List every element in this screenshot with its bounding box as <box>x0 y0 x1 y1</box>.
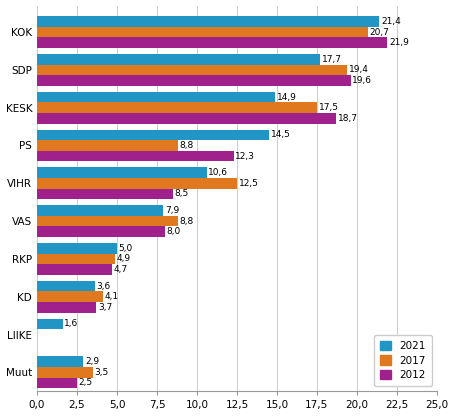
Text: 18,7: 18,7 <box>338 114 358 123</box>
Bar <box>37 167 207 178</box>
Text: 17,5: 17,5 <box>319 103 339 112</box>
Text: 12,3: 12,3 <box>235 151 255 161</box>
Bar <box>37 281 94 292</box>
Text: 8,8: 8,8 <box>179 141 194 150</box>
Bar <box>37 54 320 64</box>
Bar <box>37 140 178 151</box>
Text: 4,7: 4,7 <box>114 265 128 274</box>
Text: 12,5: 12,5 <box>238 179 258 188</box>
Bar <box>37 64 347 75</box>
Text: 2,9: 2,9 <box>85 357 99 366</box>
Bar <box>37 319 63 329</box>
Text: 8,8: 8,8 <box>179 217 194 225</box>
Text: 3,6: 3,6 <box>96 282 110 291</box>
Bar <box>37 178 237 188</box>
Bar <box>37 264 112 275</box>
Bar <box>37 302 96 312</box>
Bar <box>37 357 84 367</box>
Text: 14,9: 14,9 <box>277 93 297 102</box>
Bar <box>37 367 93 378</box>
Bar <box>37 243 117 254</box>
Text: 10,6: 10,6 <box>208 168 228 177</box>
Text: 8,0: 8,0 <box>167 227 181 236</box>
Bar <box>37 113 336 124</box>
Text: 4,1: 4,1 <box>104 292 118 301</box>
Text: 21,9: 21,9 <box>389 38 409 47</box>
Text: 19,6: 19,6 <box>352 76 372 85</box>
Bar <box>37 216 178 226</box>
Bar <box>37 27 368 37</box>
Bar <box>37 254 115 264</box>
Bar <box>37 75 350 86</box>
Bar <box>37 151 234 161</box>
Text: 3,5: 3,5 <box>94 368 109 377</box>
Text: 1,6: 1,6 <box>64 319 79 329</box>
Bar <box>37 378 77 388</box>
Bar <box>37 188 173 199</box>
Bar <box>37 205 163 216</box>
Text: 3,7: 3,7 <box>98 303 112 312</box>
Bar <box>37 92 275 102</box>
Text: 19,4: 19,4 <box>349 65 369 74</box>
Text: 7,9: 7,9 <box>165 206 179 215</box>
Text: 5,0: 5,0 <box>118 244 133 253</box>
Bar <box>37 37 387 48</box>
Text: 20,7: 20,7 <box>370 27 390 37</box>
Text: 8,5: 8,5 <box>175 189 189 198</box>
Legend: 2021, 2017, 2012: 2021, 2017, 2012 <box>374 335 432 386</box>
Bar <box>37 292 103 302</box>
Bar <box>37 226 165 237</box>
Bar <box>37 130 269 140</box>
Text: 2,5: 2,5 <box>79 379 93 387</box>
Text: 14,5: 14,5 <box>271 130 291 139</box>
Text: 21,4: 21,4 <box>381 17 400 26</box>
Text: 4,9: 4,9 <box>117 255 131 263</box>
Bar <box>37 16 379 27</box>
Bar <box>37 102 317 113</box>
Text: 17,7: 17,7 <box>322 55 342 64</box>
